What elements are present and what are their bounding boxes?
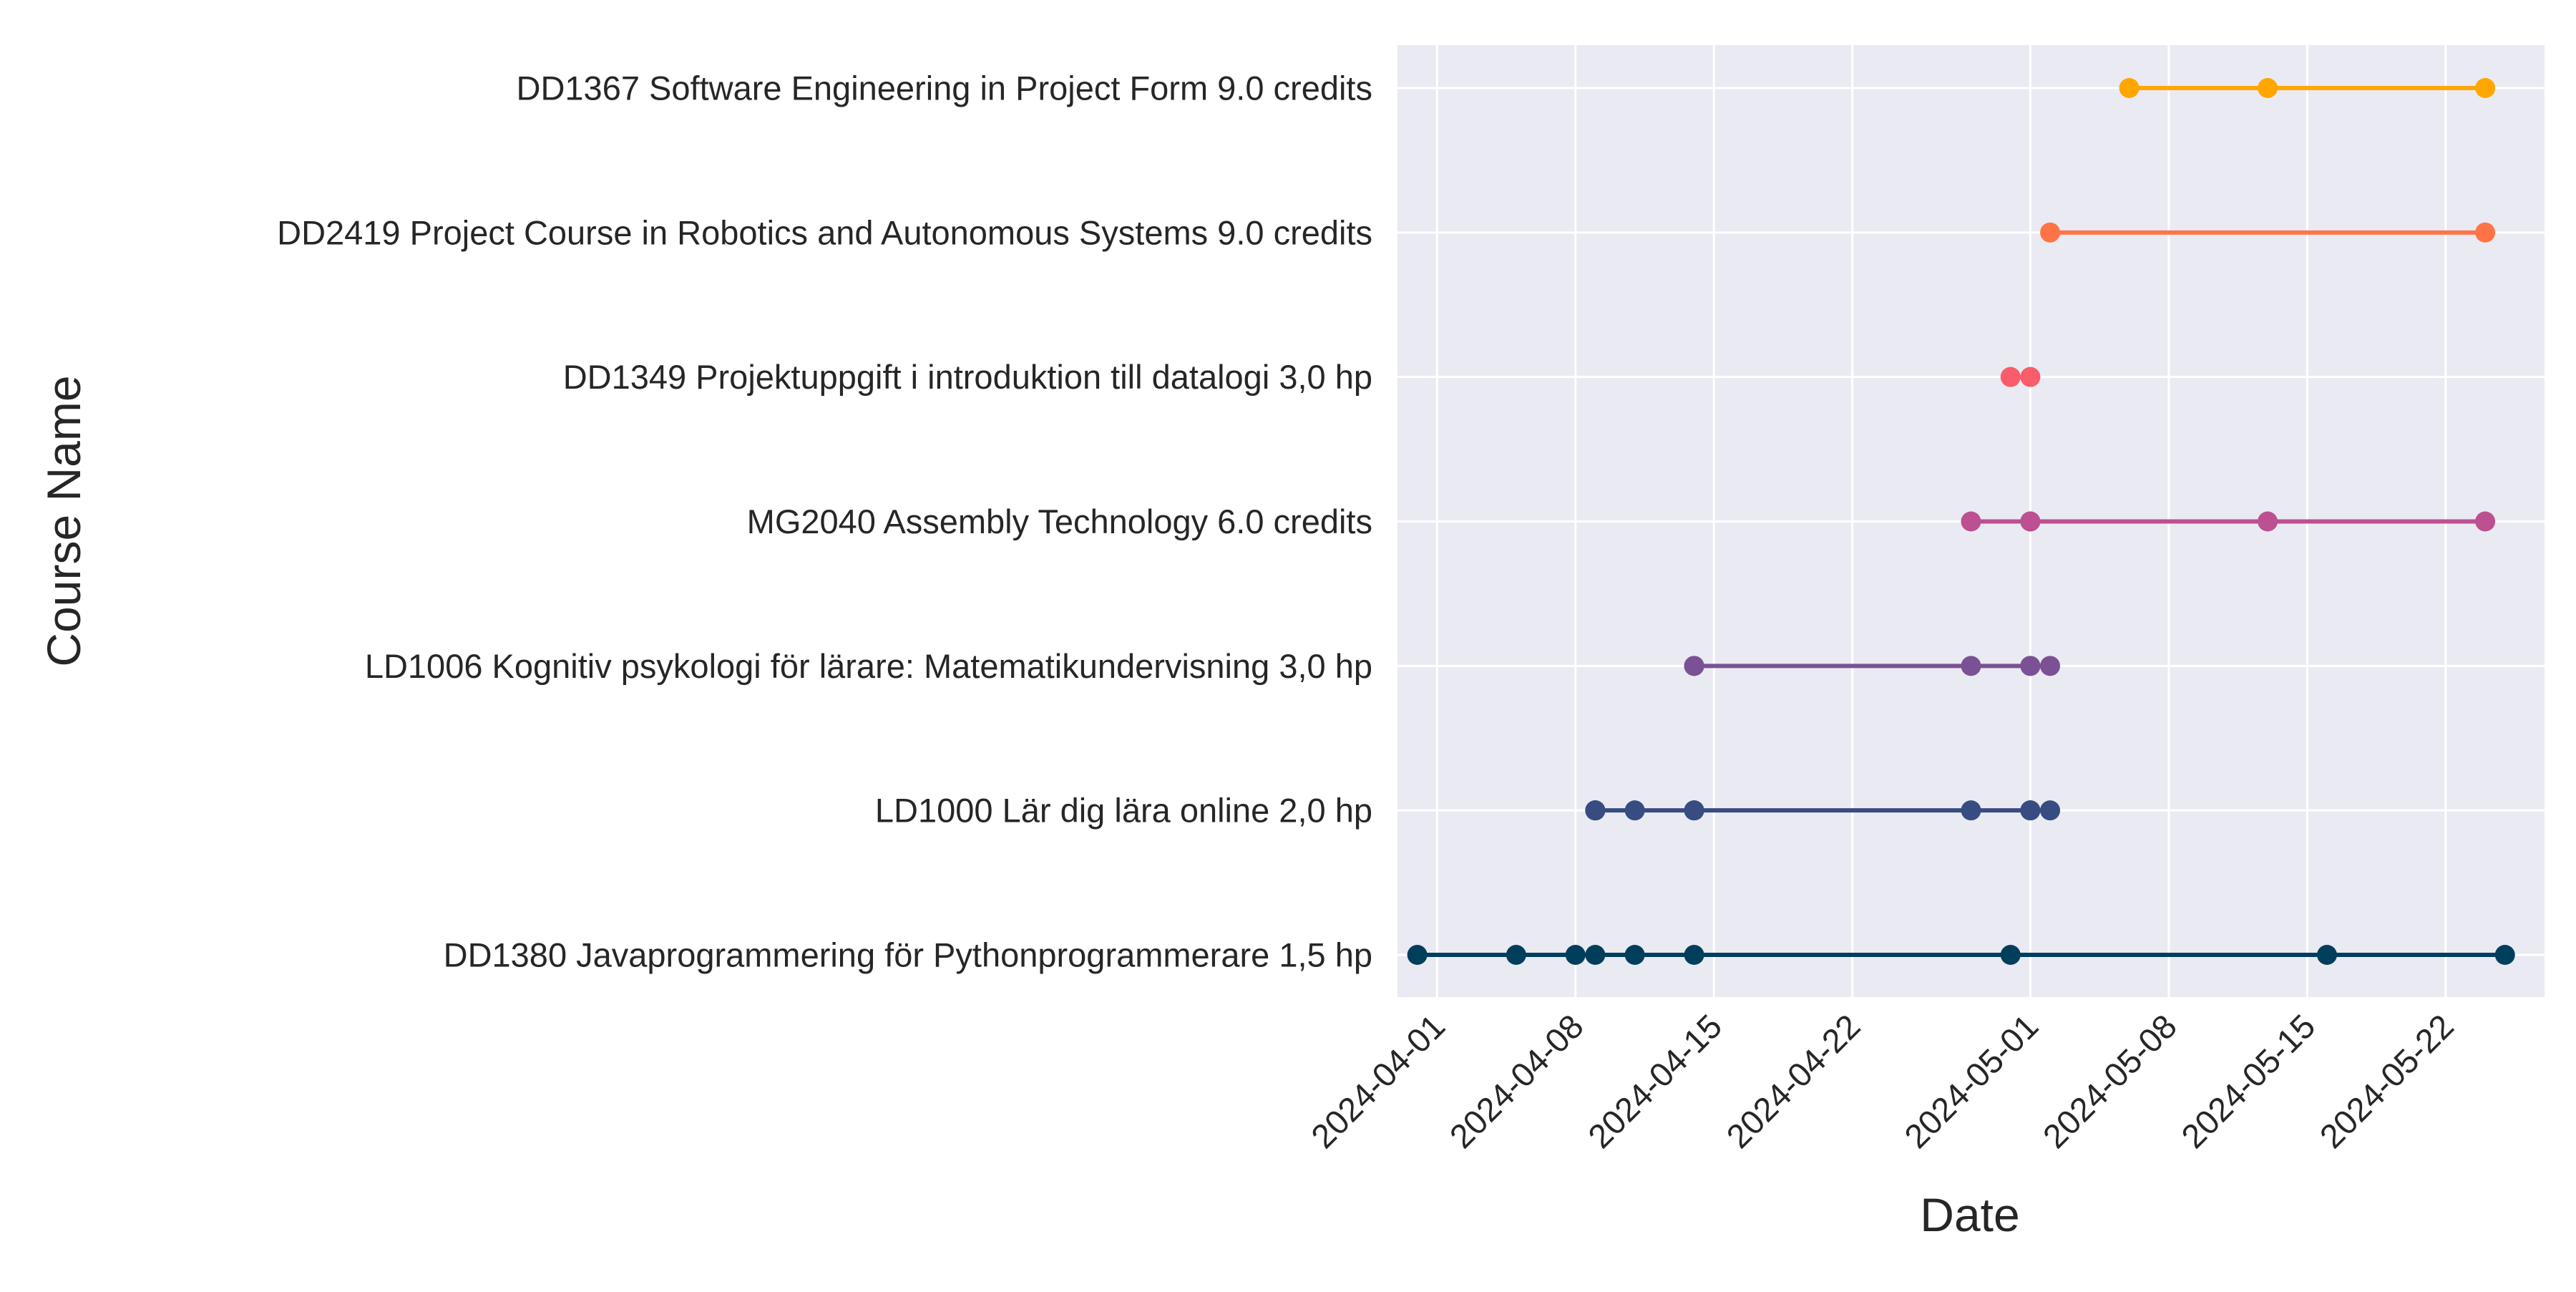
data-point bbox=[2000, 945, 2021, 965]
data-point bbox=[1624, 945, 1645, 965]
data-point bbox=[2494, 945, 2515, 965]
data-point bbox=[2040, 800, 2061, 821]
data-point bbox=[1624, 800, 1645, 821]
data-point bbox=[1684, 800, 1704, 821]
data-point bbox=[1585, 945, 1606, 965]
y-axis-label: Course Name bbox=[37, 375, 90, 666]
data-point bbox=[1961, 656, 1981, 676]
y-tick-label: DD1367 Software Engineering in Project F… bbox=[517, 69, 1372, 107]
data-point bbox=[2475, 78, 2496, 98]
data-point bbox=[1961, 511, 1981, 532]
data-point bbox=[2040, 222, 2061, 243]
x-axis-label: Date bbox=[1920, 1188, 2019, 1241]
data-point bbox=[1585, 800, 1606, 821]
data-point bbox=[2000, 366, 2021, 387]
data-point bbox=[2119, 78, 2140, 98]
data-point bbox=[2020, 511, 2041, 532]
data-point bbox=[2258, 511, 2278, 532]
data-point bbox=[2020, 656, 2041, 676]
data-point bbox=[1684, 656, 1704, 676]
data-point bbox=[1961, 800, 1981, 821]
y-tick-label: DD1349 Projektuppgift i introduktion til… bbox=[563, 358, 1372, 396]
data-point bbox=[2258, 78, 2278, 98]
y-tick-label: DD2419 Project Course in Robotics and Au… bbox=[277, 213, 1372, 251]
data-point bbox=[2475, 222, 2496, 243]
data-point bbox=[2020, 800, 2041, 821]
data-point bbox=[2020, 366, 2041, 387]
y-tick-label: DD1380 Javaprogrammering för Pythonprogr… bbox=[444, 936, 1372, 974]
y-tick-label: LD1006 Kognitiv psykologi för lärare: Ma… bbox=[365, 647, 1372, 685]
data-point bbox=[1407, 945, 1428, 965]
data-point bbox=[2475, 511, 2496, 532]
y-tick-label: MG2040 Assembly Technology 6.0 credits bbox=[747, 502, 1372, 540]
series-layer bbox=[1407, 78, 2515, 965]
y-tick-label: LD1000 Lär dig lära online 2,0 hp bbox=[875, 792, 1372, 830]
data-point bbox=[1506, 945, 1526, 965]
data-point bbox=[2040, 656, 2061, 676]
data-point bbox=[1684, 945, 1704, 965]
y-tick-labels: DD1367 Software Engineering in Project F… bbox=[277, 69, 1372, 974]
data-point bbox=[1565, 945, 1586, 965]
data-point bbox=[2316, 945, 2337, 965]
